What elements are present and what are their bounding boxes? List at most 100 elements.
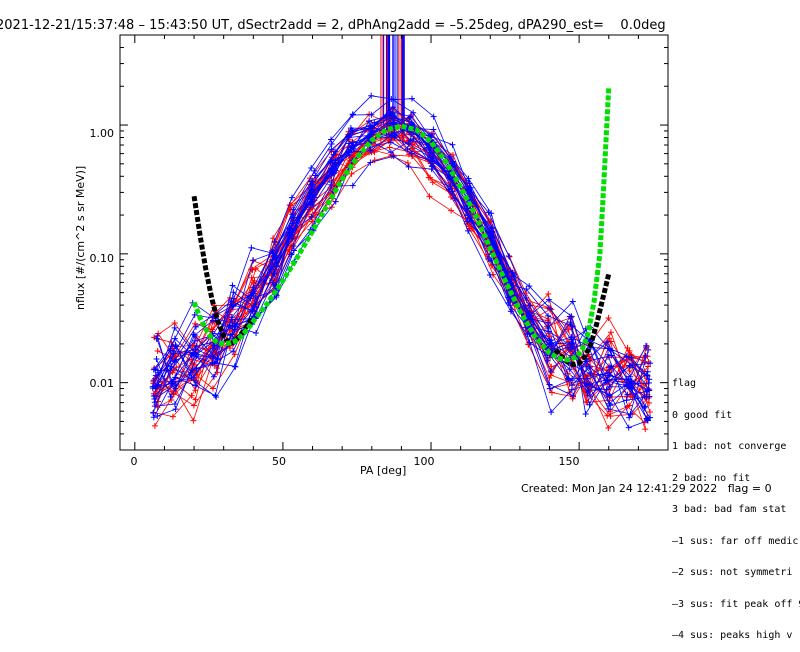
series-1-curve-12-point-19 (523, 295, 530, 302)
legend-entry-2: 2 bad: no fit (672, 472, 751, 484)
series-1-curve-15-point-11 (371, 119, 378, 126)
series-0-curve-0-point-14 (429, 179, 436, 186)
series-1-curve-2-point-2 (192, 382, 199, 389)
series-1-curve-21-point-11 (367, 122, 374, 129)
series-0-curve-20-point-16 (468, 225, 475, 232)
series-1-curve-17-point-4 (232, 363, 239, 370)
series-0-curve-2-point-4 (226, 345, 233, 352)
series-0-curve-17-point-10 (348, 170, 355, 177)
series-1-curve-5-point-6 (271, 238, 278, 245)
series-1-curve-19-point-2 (188, 374, 195, 381)
series-1-curve-16-point-23 (606, 391, 613, 398)
series-1-curve-2-point-0 (150, 414, 157, 421)
series-1-curve-15 (153, 115, 647, 381)
series-0-curve-17-point-11 (371, 157, 378, 164)
series-0-curve-17-point-15 (448, 207, 455, 214)
y-axis-label: nflux [#/(cm^2 s sr MeV)] (74, 165, 87, 310)
series-1-curve-21-point-9 (330, 170, 337, 177)
series-1-curve-20-point-16 (467, 189, 474, 196)
series-1-curve-12-point-0 (154, 367, 161, 374)
series-1-curve-12-point-5 (249, 307, 256, 314)
series-1-curve-3-point-24 (624, 391, 631, 398)
series-1-curve-21-point-10 (347, 146, 354, 153)
series-1-curve-18-point-24 (626, 414, 633, 421)
series-0-curve-3-point-20 (548, 389, 555, 396)
series-1-curve-5-point-8 (308, 164, 315, 171)
series-1-curve-17-point-2 (193, 378, 200, 385)
series-1-curve-13-point-0 (152, 366, 159, 373)
series-0-curve-12 (153, 121, 648, 384)
series-1-curve-17-point-20 (545, 319, 552, 326)
series-1-curve-9-point-11 (367, 147, 374, 154)
series-1-curve-21-point-21 (567, 345, 574, 352)
series-1-curve-9-point-23 (607, 402, 614, 409)
series-1-curve-0-point-24 (628, 354, 635, 361)
series-1-curve-16-point-9 (328, 182, 335, 189)
series-1-curve-19 (157, 116, 648, 420)
series-1-curve-12-point-23 (604, 345, 611, 352)
series-1-curve-16-point-5 (252, 294, 259, 301)
series-1-curve-20-point-8 (311, 194, 318, 201)
series-1-curve-12-point-11 (368, 111, 375, 118)
series-0-curve-0-point-1 (169, 413, 176, 420)
series-1-curve-14-point-9 (329, 160, 336, 167)
series-1-curve-21-point-7 (290, 214, 297, 221)
y-tick-label-3: 0.01 (89, 377, 115, 390)
series-1-curve-20-point-12 (389, 112, 396, 119)
series-0-curve-3-point-25 (646, 409, 653, 416)
series-0-curve-7-point-14 (425, 174, 432, 181)
series-1-curve-16-point-11 (367, 159, 374, 166)
series-1-curve-15-point-10 (347, 131, 354, 138)
series-1-curve-9-point-8 (310, 202, 317, 209)
series-1-curve-16-point-13 (405, 163, 412, 170)
series-1-curve-6-point-20 (547, 385, 554, 392)
series-1-curve-12-point-17 (485, 209, 492, 216)
legend-entry-7: –4 sus: peaks high v (672, 630, 793, 641)
series-1-curve-7-point-20 (545, 312, 552, 319)
series-0-curve-0-point-2 (188, 392, 195, 399)
series-1-curve-18-point-23 (605, 351, 612, 358)
series-1-curve-13-point-20 (545, 341, 552, 348)
series-1-curve-2-point-12 (387, 139, 394, 146)
legend-entry-1: 1 bad: not converge (672, 441, 787, 452)
series-1-curve-20-point-21 (566, 366, 573, 373)
series-1-curve-10-point-20 (546, 337, 553, 344)
series-1-curve-19-point-25 (644, 416, 651, 423)
series-1-curve-21-point-5 (249, 290, 256, 297)
series-1-curve-3-point-16 (464, 218, 471, 225)
series-1-curve-20-point-3 (209, 317, 216, 324)
series-1-curve-3-point-15 (447, 182, 454, 189)
series-1-curve-11-point-11 (365, 125, 372, 132)
series-1-curve-17-point-14 (428, 162, 435, 169)
series-0-curve-0-point-25 (642, 426, 649, 433)
series-1-curve-5 (153, 95, 649, 390)
series-1-curve-19-point-0 (155, 381, 162, 388)
series-1-curve-18-point-21 (566, 313, 573, 320)
series-1-curve-1-point-1 (171, 324, 178, 331)
series-0-curve-7-point-23 (607, 413, 614, 420)
series-1-curve-19-point-22 (582, 411, 589, 418)
series-1-curve-11-point-23 (605, 405, 612, 412)
series-1-curve-8-point-12 (390, 119, 397, 126)
series-0-curve-8-point-20 (545, 290, 552, 297)
series-1-curve-15-point-25 (643, 342, 650, 349)
series-0-curve-15-point-6 (270, 235, 277, 242)
series-1-curve-18-point-7 (289, 211, 296, 218)
chart-title: 2021-12-21/15:37:48 – 15:43:50 UT, dSect… (0, 18, 666, 33)
series-1-curve-16-point-7 (288, 251, 295, 258)
series-1-curve-16-point-2 (189, 367, 196, 374)
series-0-curve-1 (152, 135, 648, 417)
series-1-curve-15-point-4 (230, 289, 237, 296)
series-1-curve-20-point-6 (269, 247, 276, 254)
x-axis-label: PA [deg] (360, 464, 407, 477)
series-1-curve-5-point-14 (430, 113, 437, 120)
x-tick-label-50: 50 (272, 455, 286, 468)
series-0-curve-19 (157, 123, 649, 418)
series-1-curve-2-point-9 (332, 198, 339, 205)
x-tick-label-100: 100 (413, 455, 435, 468)
series-1-curve-10-point-9 (328, 146, 335, 153)
series-1-curve-7-point-2 (192, 323, 199, 330)
series-1-curve-18-point-9 (328, 157, 335, 164)
series-1-curve-3 (157, 122, 647, 417)
series-1-curve-13-point-7 (290, 242, 297, 249)
